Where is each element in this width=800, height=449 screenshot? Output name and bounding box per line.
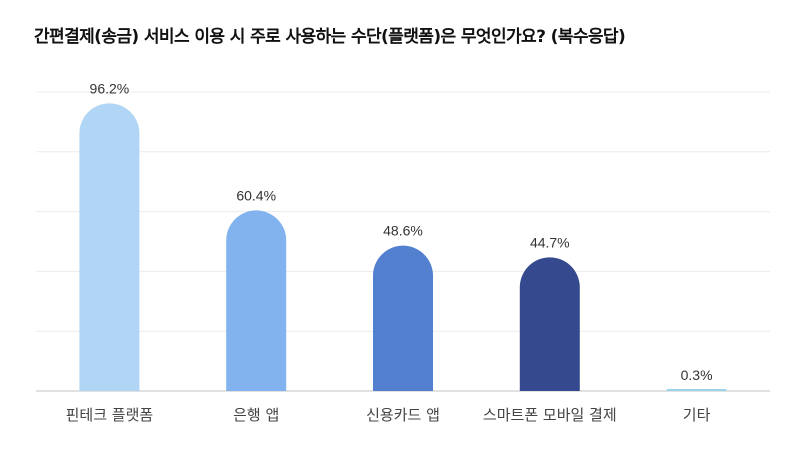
- bar: [519, 257, 580, 391]
- chart-title: 간편결제(송금) 서비스 이용 시 주로 사용하는 수단(플랫폼)은 무엇인가요…: [34, 27, 626, 47]
- x-tick-label: 핀테크 플랫폼: [66, 406, 154, 424]
- data-label: 44.7%: [530, 234, 570, 250]
- bar: [666, 389, 727, 391]
- data-label: 48.6%: [383, 223, 423, 239]
- x-tick-label: 스마트폰 모바일 결제: [483, 406, 617, 424]
- bar: [226, 210, 287, 391]
- data-label: 96.2%: [90, 80, 130, 96]
- x-tick-label: 신용카드 앱: [366, 406, 440, 424]
- x-tick-label: 기타: [683, 406, 711, 424]
- x-tick-label: 은행 앱: [233, 406, 279, 424]
- bar: [79, 103, 140, 392]
- data-label: 60.4%: [236, 187, 276, 203]
- data-label: 0.3%: [681, 367, 713, 383]
- bar: [373, 245, 433, 391]
